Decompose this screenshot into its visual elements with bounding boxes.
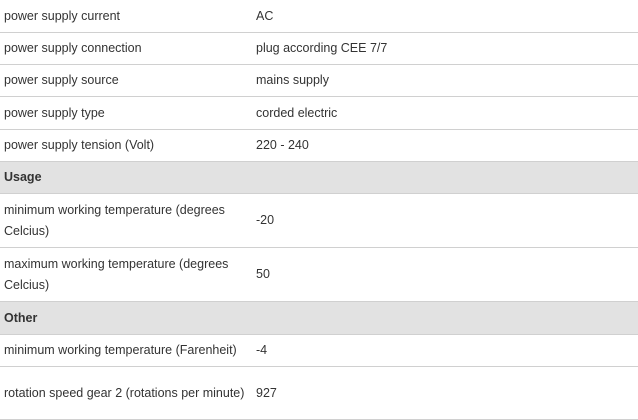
spec-value: plug according CEE 7/7 (256, 41, 388, 55)
spec-label: power supply current (4, 8, 121, 23)
spec-value: AC (256, 8, 274, 23)
spec-row: power supply type corded electric (0, 97, 638, 130)
spec-value: -20 (256, 213, 275, 227)
spec-row: power supply source mains supply (0, 65, 638, 97)
spec-row: rotation speed gear 2 (rotations per min… (0, 367, 638, 420)
spec-label: power supply tension (Volt) (4, 138, 155, 152)
spec-value: 50 (256, 267, 270, 281)
spec-value: mains supply (256, 73, 329, 87)
spec-label: rotation speed gear 2 (rotations per min… (4, 385, 245, 400)
section-row: Usage (0, 162, 638, 194)
section-title: Other (4, 310, 38, 325)
spec-value: 220 - 240 (256, 138, 309, 152)
spec-row: power supply connection plug according CE… (0, 33, 638, 65)
spec-row: power supply current AC (0, 0, 638, 33)
spec-value: -4 (256, 343, 268, 357)
spec-value: 927 (256, 385, 277, 400)
section-title: Usage (4, 170, 42, 184)
spec-value: corded electric (256, 105, 338, 120)
spec-row: minimum working temperature (degrees Cel… (0, 194, 638, 248)
spec-label: minimum working temperature (Farenheit) (4, 343, 237, 357)
spec-label: power supply connection (4, 41, 142, 55)
spec-label: maximum working temperature (degrees Cel… (4, 256, 229, 292)
spec-label: minimum working temperature (degrees Cel… (4, 202, 225, 238)
spec-row: maximum working temperature (degrees Cel… (0, 248, 638, 302)
spec-row: power supply tension (Volt) 220 - 240 (0, 130, 638, 162)
spec-row: minimum working temperature (Farenheit) -… (0, 335, 638, 367)
section-row: Other (0, 302, 638, 335)
spec-label: power supply source (4, 73, 119, 87)
spec-label: power supply type (4, 105, 105, 120)
